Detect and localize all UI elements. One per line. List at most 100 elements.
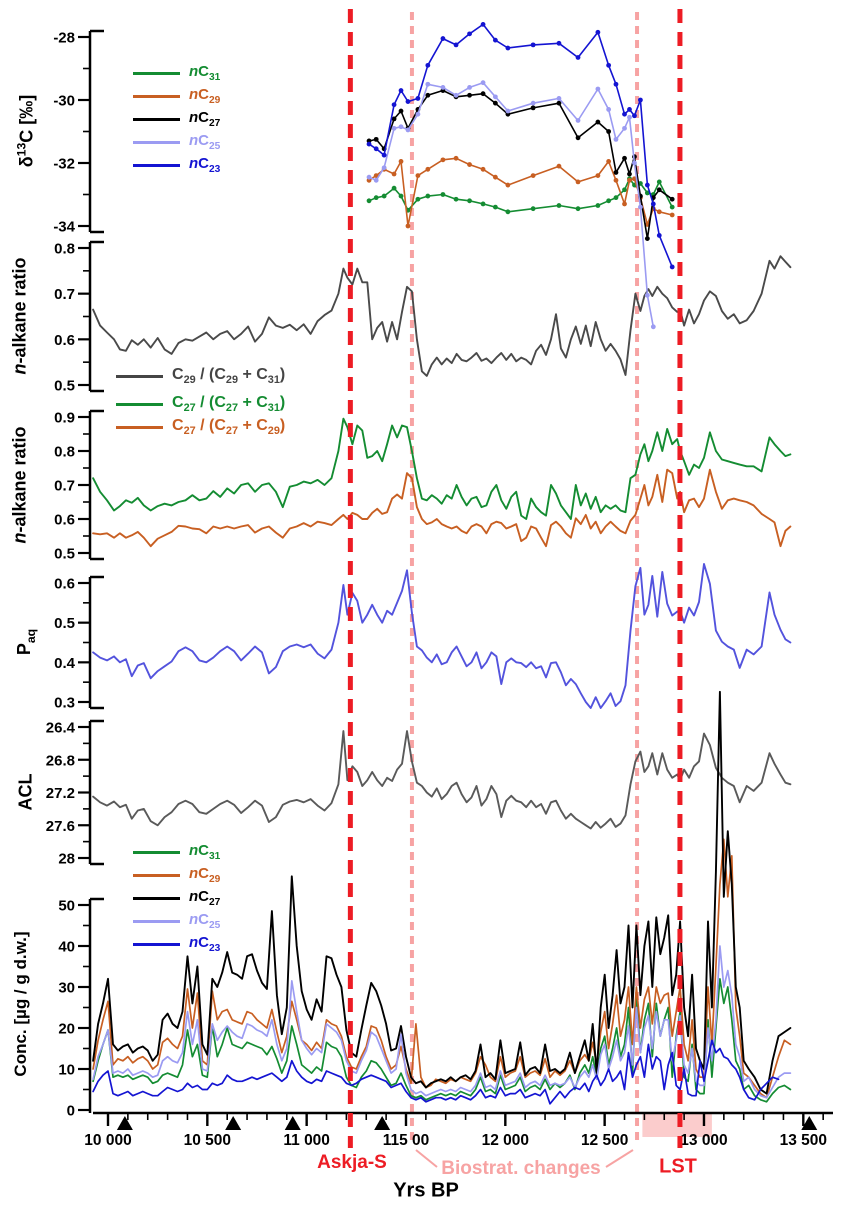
legend-label: nC31 — [189, 841, 221, 862]
series-d13c-nC27 — [366, 88, 675, 242]
annotation-lst: LST — [659, 1155, 697, 1178]
legend-line-swatch — [133, 920, 180, 923]
axis-title-ratio-c27: n-alkane ratio — [9, 426, 30, 544]
biostrat-pointer-right — [605, 1149, 634, 1168]
series-ratio_c29-C29C29C31 — [92, 255, 792, 377]
series-d13c-nC23 — [366, 22, 675, 270]
axis-title-conc: Conc. [µg / g d.w.] — [11, 931, 30, 1077]
legend-ratio-c29: C29 / (C29 + C31) — [116, 365, 285, 388]
legend-label: nC29 — [189, 864, 221, 885]
y-tick-label-ratio_c29: 0.5 — [54, 378, 75, 395]
legend-line-swatch — [116, 403, 163, 406]
y-tick-label-acl: 26.8 — [46, 752, 75, 769]
y-tick-label-ratio_c29: 0.6 — [54, 332, 75, 349]
legend-line-swatch — [133, 95, 180, 98]
y-tick-label-d13c: -32 — [53, 156, 75, 173]
y-tick-label-ratio_c29: 0.7 — [54, 286, 75, 303]
axis-paq: 0.6 0.5 0.4 0.3 — [54, 576, 104, 712]
y-tick-label-ratio_c27: 0.8 — [54, 444, 75, 461]
legend-label: C29 / (C29 + C31) — [172, 365, 286, 387]
y-tick-label-conc: 0 — [67, 1103, 75, 1120]
x-tick-label: 13 000 — [680, 1132, 727, 1149]
axis-title-ratio-c29: n-alkane ratio — [9, 257, 30, 375]
legend-line-swatch — [116, 375, 163, 378]
y-tick-label-paq: 0.4 — [54, 655, 76, 672]
legend-line-swatch — [133, 118, 180, 121]
tephra-triangle — [116, 1116, 133, 1130]
x-tick-label: 12 500 — [581, 1132, 628, 1149]
legend-line-swatch — [133, 164, 180, 167]
legend-entry: nC31 — [133, 841, 220, 864]
axis-title-paq: Paq — [14, 628, 38, 656]
biostrat-pointer-left — [415, 1149, 438, 1168]
annotation-biostrat-changes: Biostrat. changes — [441, 1158, 601, 1179]
y-tick-label-paq: 0.3 — [54, 695, 75, 712]
legend-entry: C29 / (C29 + C31) — [116, 365, 285, 388]
legend-line-swatch — [133, 874, 180, 877]
legend-label: nC27 — [189, 108, 221, 129]
legend-ratio-c27: C27 / (C27 + C31) C27 / (C27 + C29) — [116, 393, 285, 439]
y-tick-label-conc: 30 — [58, 980, 75, 997]
legend-entry: nC27 — [133, 887, 220, 910]
legend-label: nC25 — [189, 910, 221, 931]
y-tick-label-acl: 28 — [58, 851, 75, 868]
legend-label: nC23 — [189, 933, 221, 954]
y-tick-label-d13c: -34 — [53, 219, 75, 236]
legend-entry: nC29 — [133, 864, 220, 887]
legend-label: nC25 — [189, 131, 221, 152]
lst-axis-band — [642, 1112, 712, 1137]
y-tick-label-conc: 50 — [58, 898, 75, 915]
annotation-askja-s: Askja-S — [317, 1152, 387, 1173]
axis-title-d13c: δ13C [‰] — [14, 94, 37, 168]
legend-label: nC29 — [189, 85, 221, 106]
legend-entry: nC23 — [133, 154, 220, 177]
series-ratio_c27-C27C27C31 — [92, 417, 792, 520]
x-tick-label: 10 000 — [84, 1132, 131, 1149]
legend-label: nC27 — [189, 887, 221, 908]
x-tick-label: 12 000 — [482, 1132, 529, 1149]
y-tick-label-ratio_c29: 0.8 — [54, 241, 75, 258]
legend-label: nC23 — [189, 154, 221, 175]
y-tick-label-paq: 0.5 — [54, 615, 75, 632]
x-tick-label: 11 000 — [283, 1132, 330, 1149]
legend-entry: nC31 — [133, 62, 220, 85]
series-conc-nC23 — [92, 1039, 780, 1105]
y-tick-label-ratio_c27: 0.5 — [54, 546, 75, 563]
legend-line-swatch — [133, 943, 180, 946]
legend-label: C27 / (C27 + C29) — [172, 416, 286, 438]
x-tick-label: 10 500 — [184, 1132, 231, 1149]
tephra-triangle — [284, 1116, 301, 1130]
y-tick-label-conc: 40 — [58, 939, 75, 956]
axis-ratio_c27: 0.9 0.8 0.7 0.6 0.5 — [54, 410, 104, 563]
axis-d13c: -28 -30 -32 -34 — [53, 30, 104, 236]
y-tick-label-d13c: -30 — [53, 93, 75, 110]
legend-entry: nC25 — [133, 131, 220, 154]
y-tick-label-conc: 20 — [58, 1021, 75, 1038]
y-tick-label-acl: 27.6 — [46, 818, 75, 835]
axis-title-acl: ACL — [15, 773, 36, 811]
y-tick-label-acl: 27.2 — [46, 785, 75, 802]
y-tick-label-ratio_c27: 0.6 — [54, 512, 75, 529]
series-acl-ACL — [92, 730, 792, 830]
tephra-triangle — [801, 1116, 818, 1130]
legend-entry: nC27 — [133, 108, 220, 131]
legend-entry: nC25 — [133, 910, 220, 933]
axis-conc: 50 40 30 20 10 0 — [58, 898, 104, 1120]
series-d13c-nC25 — [366, 80, 656, 330]
x-tick-label: 13 500 — [780, 1132, 827, 1149]
x-axis: 10 000 10 500 11 000 115 00 12 000 12 500 13 0… — [84, 1111, 833, 1149]
legend-d13c: nC31 nC29 nC27 nC25 nC23 — [133, 62, 220, 177]
y-tick-label-paq: 0.6 — [54, 576, 75, 593]
tephra-triangles — [116, 1116, 818, 1130]
legend-entry: nC23 — [133, 933, 220, 956]
legend-label: C27 / (C27 + C31) — [172, 393, 286, 415]
y-tick-label-acl: 26.4 — [46, 720, 76, 737]
axis-ratio_c29: 0.8 0.7 0.6 0.5 — [54, 241, 104, 395]
y-tick-label-ratio_c27: 0.7 — [54, 478, 75, 495]
legend-line-swatch — [133, 141, 180, 144]
legend-conc: nC31 nC29 nC27 nC25 nC23 — [133, 841, 220, 956]
legend-line-swatch — [133, 72, 180, 75]
legend-line-swatch — [133, 897, 180, 900]
legend-entry: C27 / (C27 + C31) — [116, 393, 285, 416]
